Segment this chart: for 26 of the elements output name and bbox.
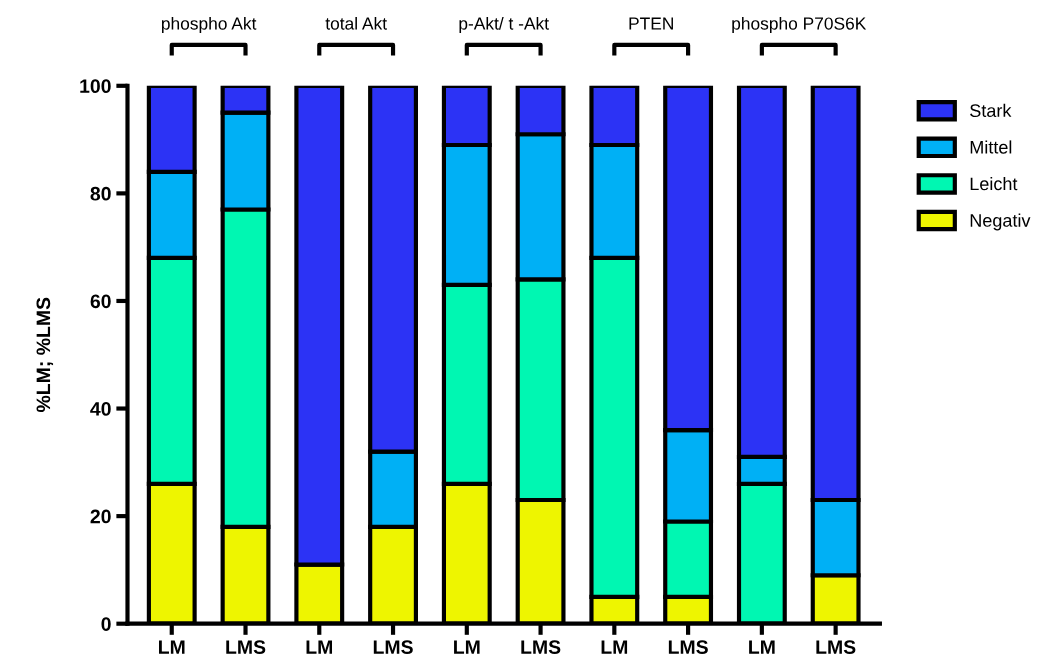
text: phospho P70S6K xyxy=(732,16,867,34)
x-tick-label: LM xyxy=(601,640,628,654)
text: p-Akt/ t -Akt xyxy=(459,16,549,34)
y-axis-title: %LM; %LMS xyxy=(36,297,54,413)
x-tick-label: LMS xyxy=(668,640,708,654)
y-tick-label: 60 xyxy=(90,294,111,309)
legend-label: Negativ xyxy=(970,213,1031,231)
x-tick-label: LMS xyxy=(521,640,561,654)
text: PTEN xyxy=(629,17,673,30)
x-tick-label: LM xyxy=(306,640,333,654)
x-tick-label: LM xyxy=(749,640,775,654)
x-tick-label: LM xyxy=(159,640,185,654)
y-tick-label: 80 xyxy=(90,186,111,201)
text: total Akt xyxy=(325,16,387,30)
x-tick-label: LMS xyxy=(226,640,266,654)
y-tick-label: 100 xyxy=(80,79,111,94)
y-tick-label: 0 xyxy=(101,617,111,631)
y-tick-label: 20 xyxy=(90,509,111,524)
x-tick-label: LM xyxy=(454,640,480,654)
x-tick-label: LMS xyxy=(373,640,413,654)
legend-label: Leicht xyxy=(970,176,1018,191)
legend-label: Mittel xyxy=(970,140,1012,154)
x-tick-label: LMS xyxy=(816,640,856,654)
y-tick-label: 40 xyxy=(90,402,111,416)
text: phospho Akt xyxy=(161,16,257,34)
legend-label: Stark xyxy=(970,103,1012,118)
